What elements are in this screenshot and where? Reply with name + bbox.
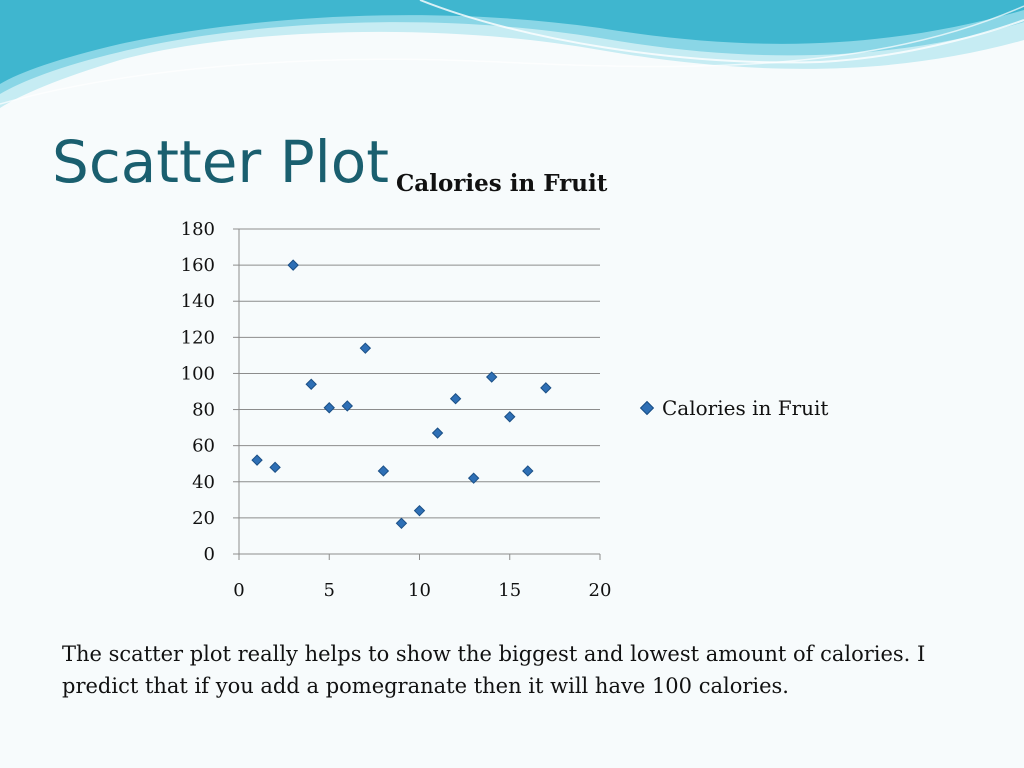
slide-title: Scatter Plot — [52, 128, 390, 196]
data-point — [540, 382, 552, 394]
y-tick-label: 40 — [192, 472, 215, 493]
x-tick-label: 10 — [408, 580, 431, 601]
data-point — [522, 465, 534, 477]
data-point — [323, 402, 335, 414]
data-point — [485, 371, 498, 383]
data-point — [341, 400, 354, 412]
chart-legend: Calories in Fruit — [639, 396, 829, 420]
x-tick-label: 0 — [233, 580, 244, 601]
y-tick-label: 20 — [192, 508, 215, 529]
data-point — [359, 342, 372, 354]
background-wave-decoration — [0, 0, 1024, 108]
y-tick-label: 80 — [192, 400, 215, 421]
data-point — [395, 517, 408, 530]
y-tick-label: 180 — [181, 219, 215, 240]
scatter-chart: 0 20 40 60 80 100 120 140 160 180 0 5 10 15 20 — [181, 219, 612, 601]
data-point — [467, 472, 480, 484]
y-tick-label: 140 — [181, 291, 215, 312]
y-tick-label: 100 — [181, 363, 215, 384]
x-tick-label: 5 — [324, 580, 335, 601]
legend-diamond-icon — [639, 400, 655, 416]
data-points — [251, 259, 552, 530]
data-point — [504, 411, 516, 423]
data-point — [251, 454, 263, 466]
x-tick-label: 20 — [589, 580, 612, 601]
data-point — [287, 259, 299, 271]
tick-labels: 0 20 40 60 80 100 120 140 160 180 0 5 10 15 20 — [181, 219, 612, 601]
data-point — [449, 393, 462, 405]
data-point — [431, 427, 444, 439]
y-tick-label: 120 — [181, 327, 215, 348]
data-point — [377, 465, 390, 477]
axes — [233, 228, 601, 560]
slide-caption: The scatter plot really helps to show th… — [62, 642, 926, 698]
chart-title: Calories in Fruit — [396, 170, 608, 197]
legend-label: Calories in Fruit — [662, 396, 829, 420]
y-tick-label: 0 — [204, 544, 215, 565]
x-tick-label: 15 — [498, 580, 521, 601]
data-point — [269, 461, 281, 474]
y-tick-label: 60 — [192, 436, 215, 457]
y-tick-label: 160 — [181, 255, 215, 276]
data-point — [305, 378, 317, 390]
data-point — [413, 504, 426, 517]
gridlines — [239, 228, 600, 519]
